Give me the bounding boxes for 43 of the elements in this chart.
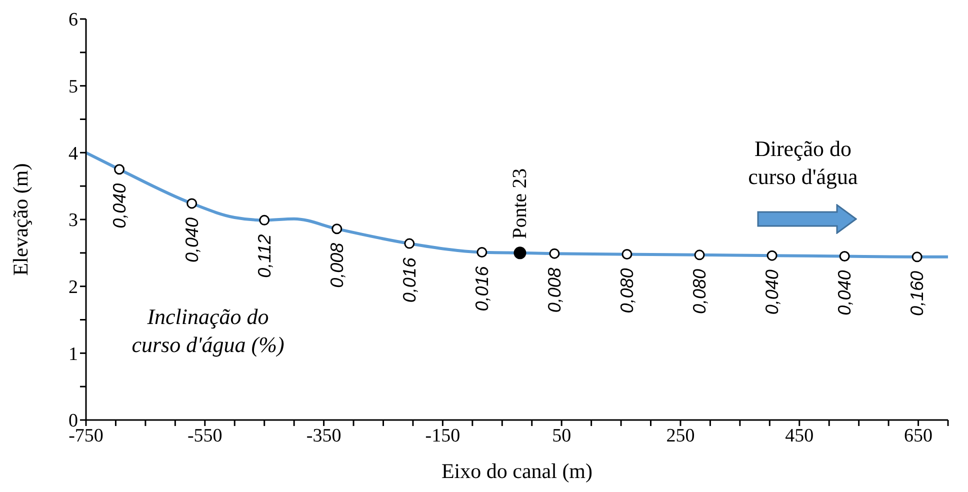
annotation: Direção do curso d'água — [747, 135, 859, 191]
point — [514, 246, 526, 260]
annotation: 0,040 — [182, 217, 202, 263]
annotation: 0,112 — [254, 234, 274, 278]
x-tick-label: -550 — [187, 425, 222, 446]
point — [404, 238, 415, 249]
annotation: 0,080 — [616, 268, 637, 314]
y-tick-label: 2 — [68, 277, 78, 298]
x-tick-label: 250 — [666, 425, 695, 446]
point — [259, 214, 270, 226]
x-axis-title: Eixo do canal (m) — [441, 459, 593, 483]
x-tick-label: 50 — [552, 425, 572, 446]
annotation: 0,016 — [472, 265, 492, 312]
x-tick-label: 650 — [904, 425, 933, 446]
x-tick-label: -350 — [306, 425, 342, 446]
point — [912, 252, 922, 262]
annotation: Ponte 23 — [508, 168, 531, 239]
annotation: 0,040 — [109, 183, 130, 228]
x-tick-label: -150 — [425, 425, 460, 446]
point — [186, 198, 198, 209]
annotation: 0,040 — [834, 270, 855, 316]
point — [549, 248, 560, 259]
point — [839, 251, 850, 262]
y-tick-label: 3 — [68, 210, 78, 232]
y-axis-title: Elevação (m) — [8, 163, 32, 276]
y-tick-label: 6 — [68, 10, 78, 31]
annotation: 0,160 — [907, 270, 928, 316]
annotation: 0,008 — [544, 268, 564, 313]
y-tick-label: 5 — [68, 76, 78, 98]
point — [476, 247, 488, 258]
point — [766, 250, 778, 261]
annotation: 0,008 — [326, 242, 347, 288]
point — [622, 249, 632, 260]
point — [114, 164, 125, 175]
y-tick-label: 1 — [68, 344, 78, 365]
annotation: 0,080 — [690, 268, 710, 314]
annotation: 0,016 — [399, 256, 420, 303]
point — [694, 250, 705, 260]
annotation: 0,040 — [762, 270, 782, 315]
y-tick-label: 4 — [68, 143, 78, 164]
x-tick-label: 450 — [785, 425, 814, 446]
annotation: Inclinação do curso d'água (%) — [130, 303, 286, 359]
point — [332, 224, 342, 234]
